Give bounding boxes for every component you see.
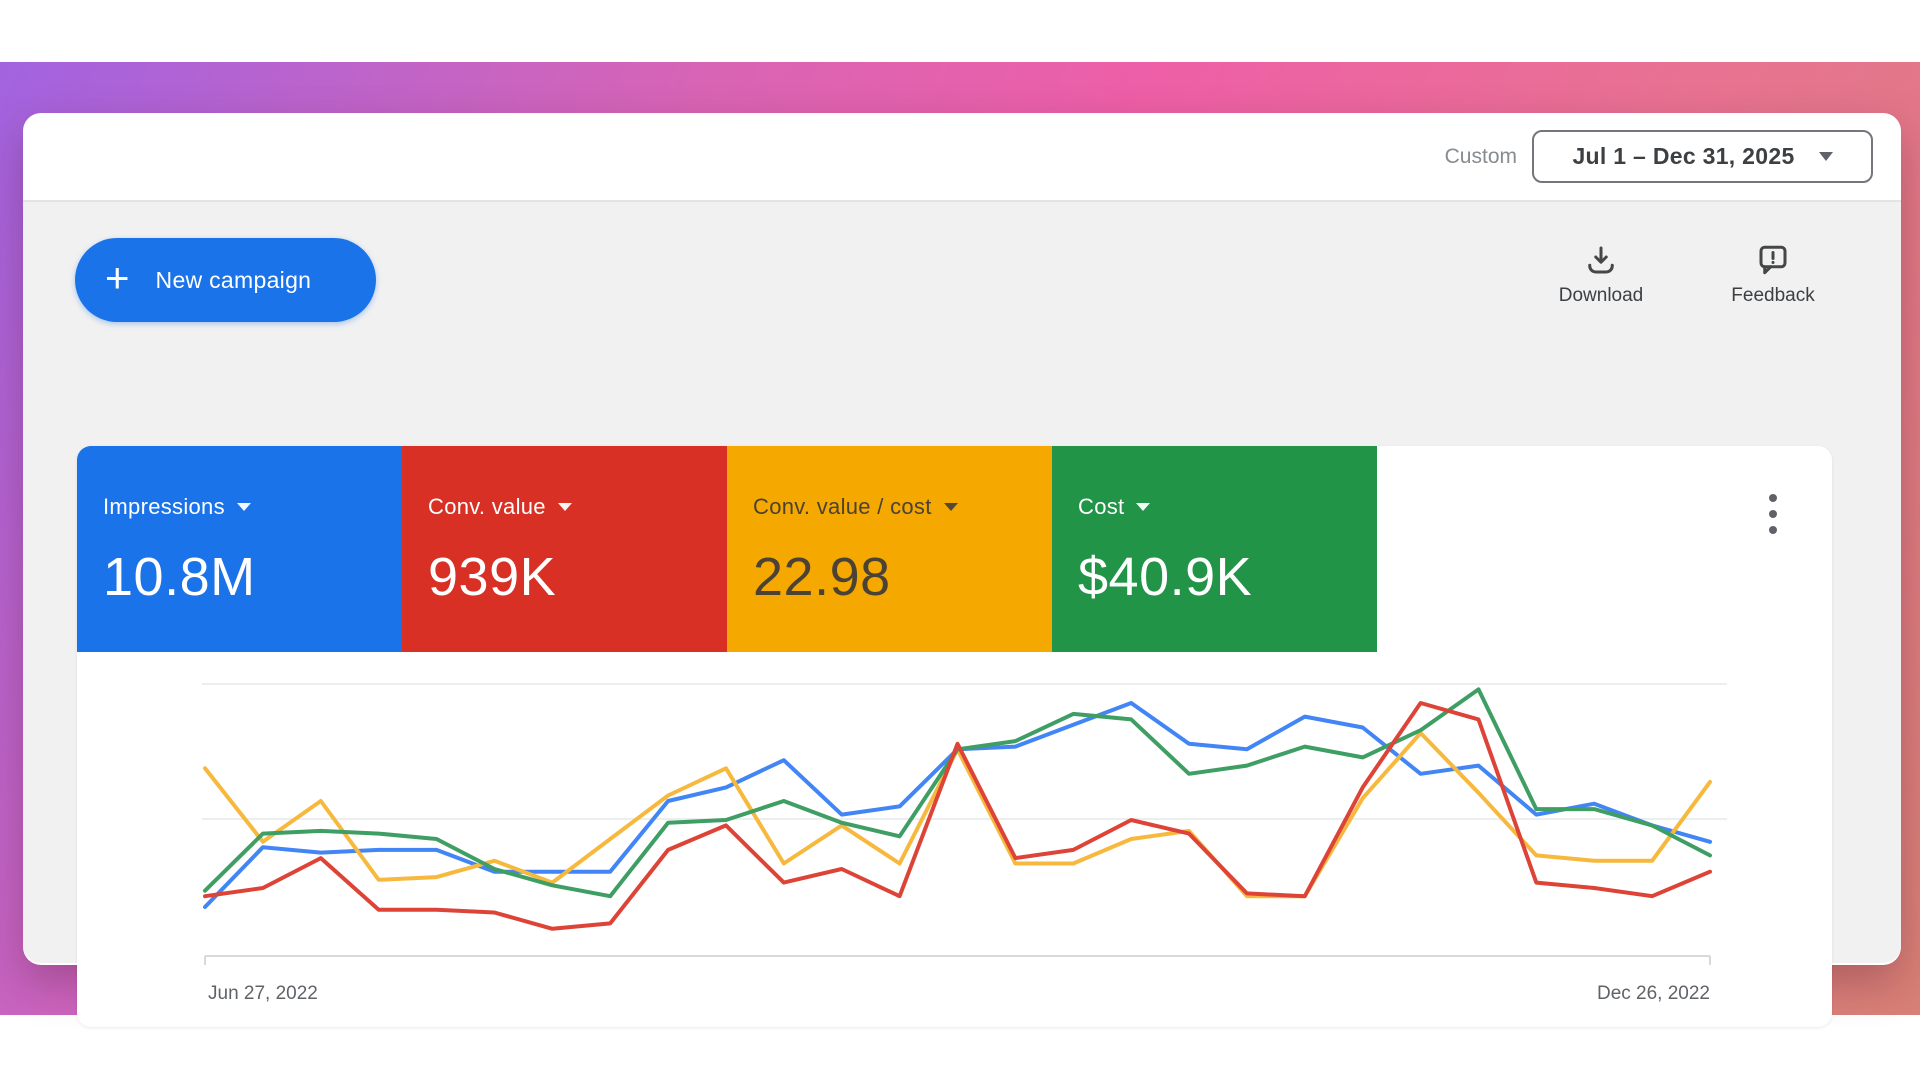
download-icon	[1588, 246, 1614, 274]
metric-label: Conv. value / cost	[753, 494, 932, 519]
more-options-icon[interactable]	[1763, 492, 1783, 536]
metric-cards-row: Impressions 10.8M Conv. value 939K Conv.…	[77, 446, 1832, 652]
chevron-down-icon	[1818, 152, 1833, 161]
series-line-conv-value-cost	[203, 731, 1712, 899]
download-label: Download	[1558, 285, 1644, 306]
metric-label: Conv. value	[428, 494, 546, 519]
metric-value: 22.98	[753, 547, 891, 607]
x-axis-end-label: Dec 26, 2022	[1597, 983, 1710, 1004]
x-axis-start-label: Jun 27, 2022	[208, 983, 318, 1004]
series-line-conv-value	[203, 701, 1712, 931]
metric-value: 10.8M	[103, 547, 256, 607]
metric-card-conv-value[interactable]: Conv. value 939K	[402, 446, 727, 652]
chevron-down-icon	[943, 503, 958, 511]
series-group	[203, 687, 1712, 931]
date-range-picker[interactable]: Jul 1 – Dec 31, 2025	[1532, 130, 1873, 183]
card-body: + New campaign Download Feedback Imp	[23, 202, 1901, 1027]
chevron-down-icon	[1136, 503, 1151, 511]
metric-card-conv-value-cost[interactable]: Conv. value / cost 22.98	[727, 446, 1052, 652]
metric-label: Impressions	[103, 494, 225, 519]
metric-value: 939K	[428, 547, 557, 607]
chevron-down-icon	[557, 503, 572, 511]
trend-chart: Jun 27, 2022 Dec 26, 2022	[202, 683, 1727, 1004]
metric-value: $40.9K	[1078, 547, 1253, 607]
date-range-type-label: Custom	[1444, 144, 1517, 168]
download-button[interactable]: Download	[1533, 242, 1669, 307]
feedback-button[interactable]: Feedback	[1705, 242, 1841, 307]
feedback-label: Feedback	[1731, 285, 1815, 306]
series-line-cost	[203, 687, 1712, 899]
dashboard-card: Custom Jul 1 – Dec 31, 2025 + New campai…	[23, 113, 1901, 1027]
date-range-value: Jul 1 – Dec 31, 2025	[1572, 143, 1795, 169]
new-campaign-label: New campaign	[155, 266, 312, 293]
card-header: Custom Jul 1 – Dec 31, 2025	[23, 113, 1901, 202]
metric-label: Cost	[1078, 494, 1125, 519]
chevron-down-icon	[236, 503, 251, 511]
feedback-icon	[1759, 245, 1787, 275]
metric-card-cost[interactable]: Cost $40.9K	[1052, 446, 1377, 652]
metric-card-impressions[interactable]: Impressions 10.8M	[77, 446, 402, 652]
plus-icon: +	[105, 254, 130, 301]
metrics-chart-panel: Impressions 10.8M Conv. value 939K Conv.…	[77, 446, 1832, 1027]
new-campaign-button[interactable]: + New campaign	[75, 238, 376, 322]
